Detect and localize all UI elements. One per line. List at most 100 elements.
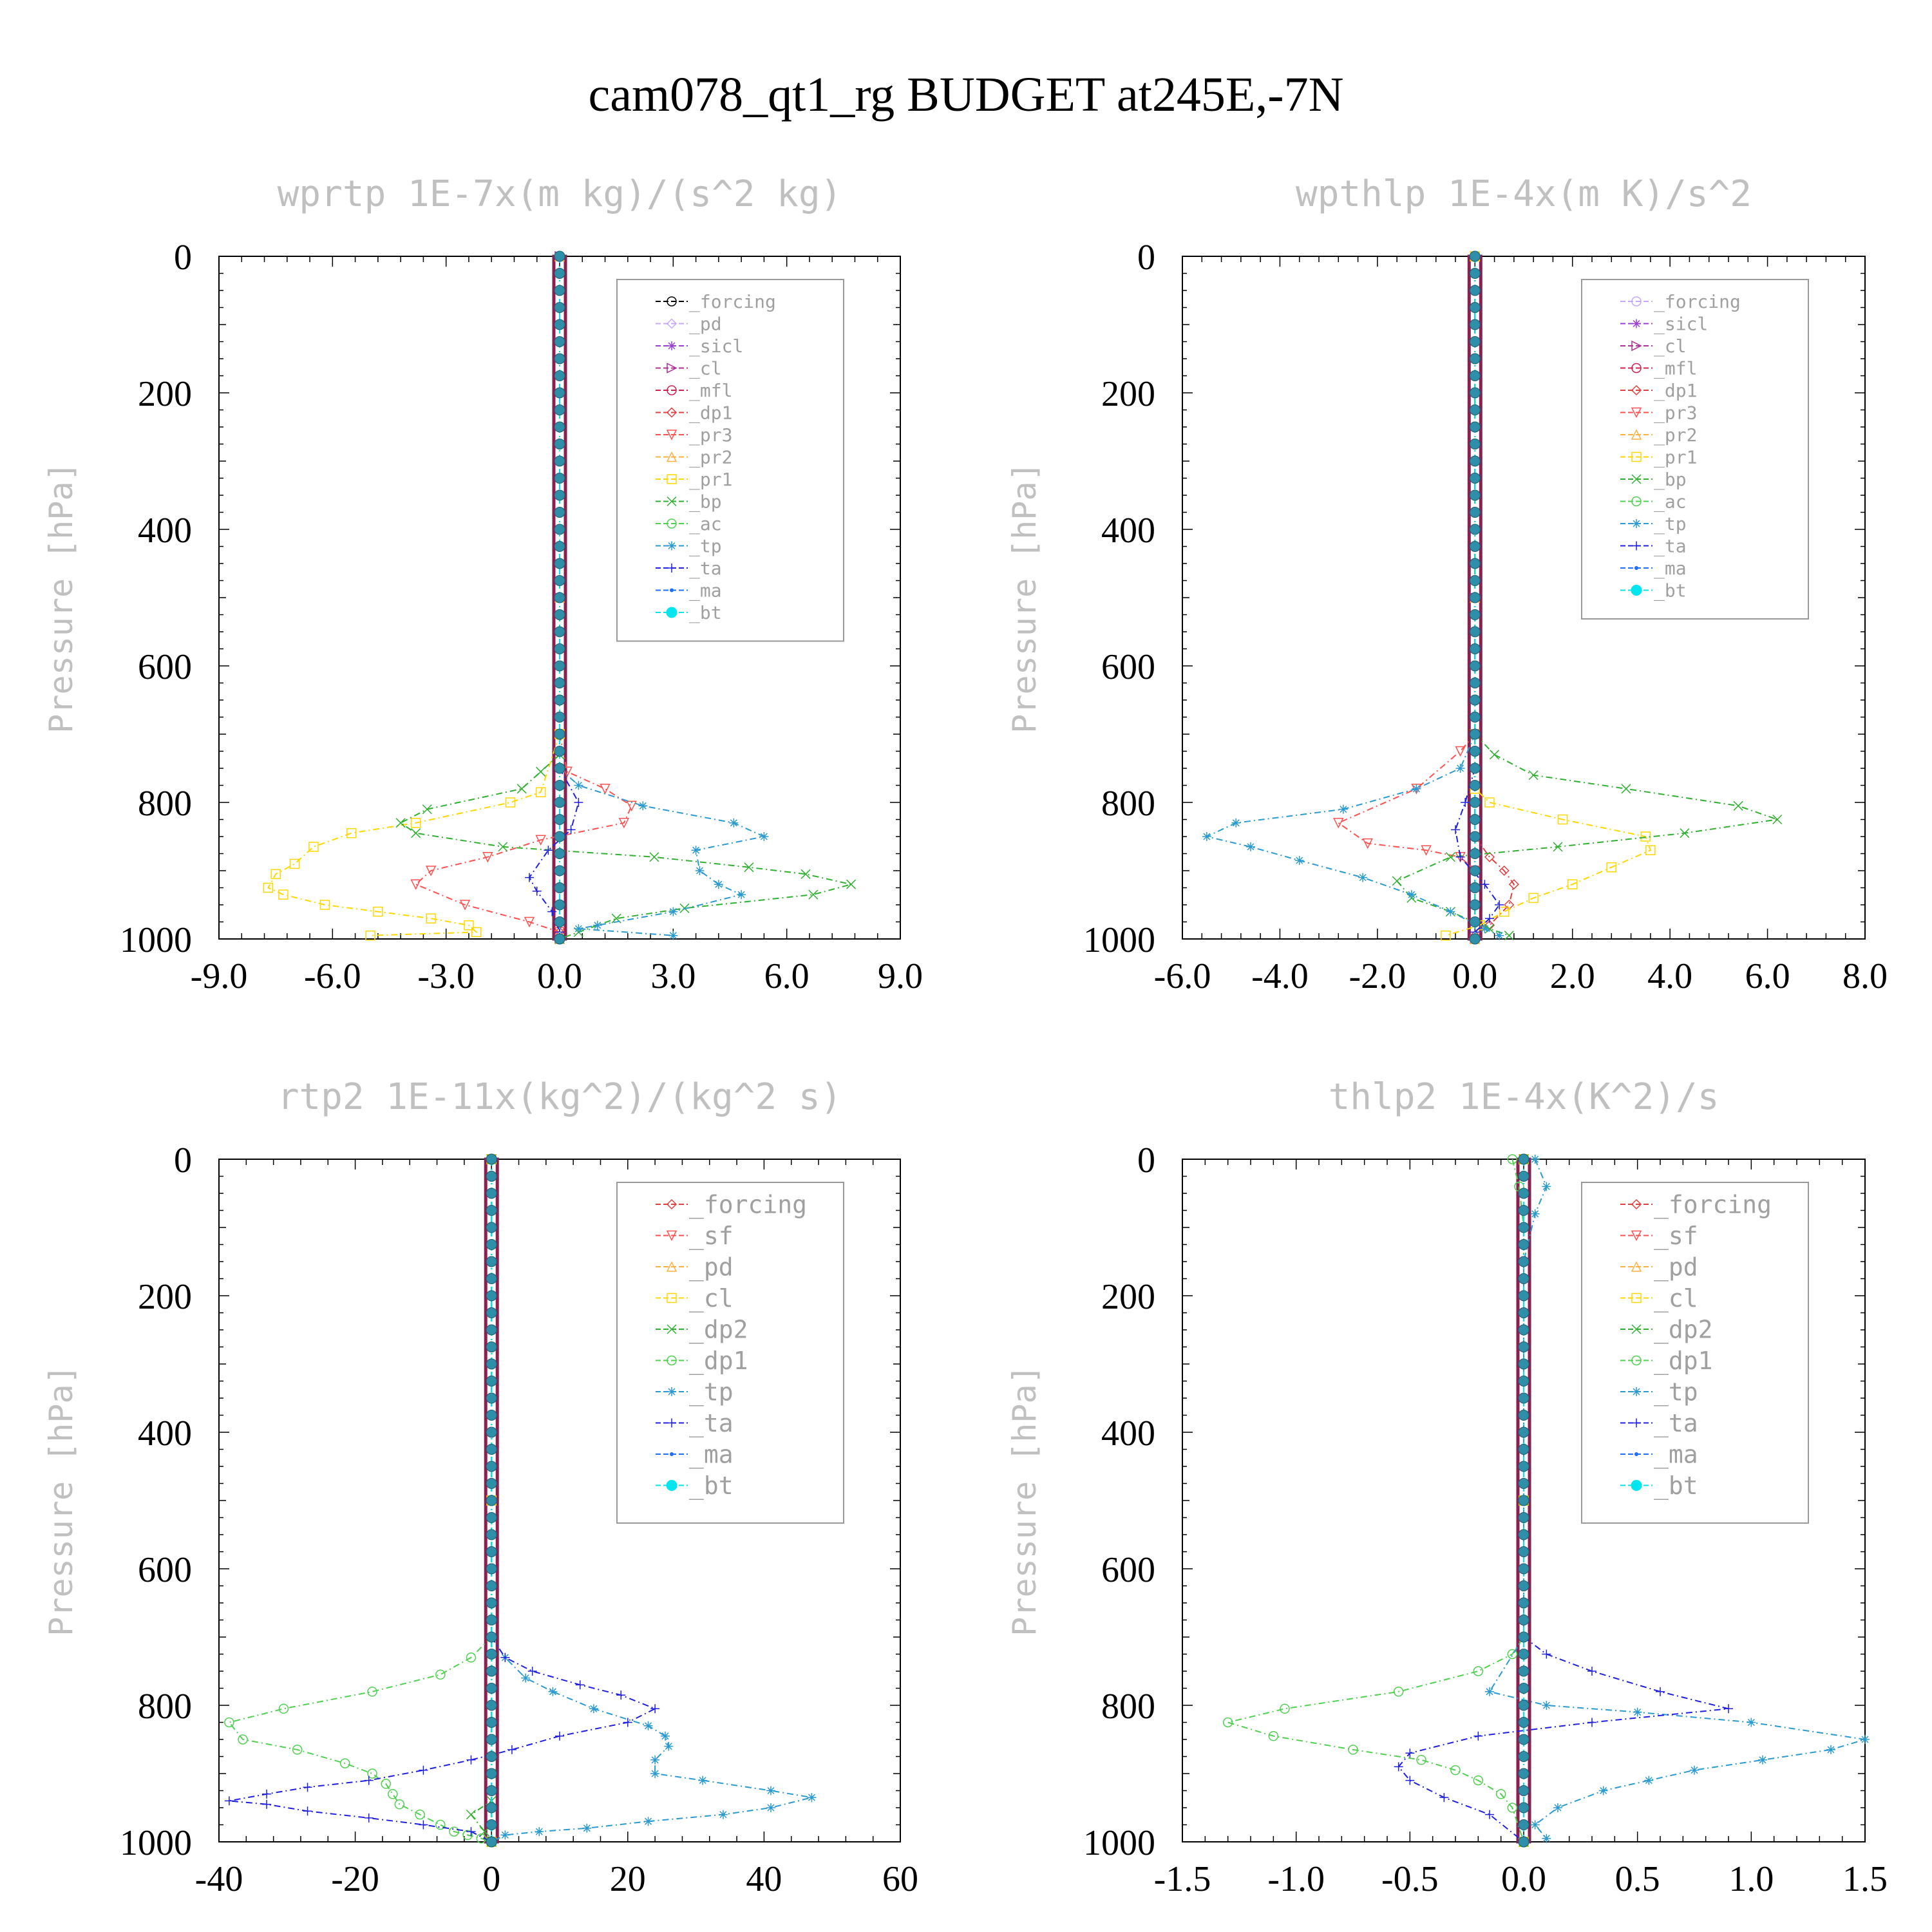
- legend-label: _dp1: [1654, 380, 1697, 402]
- zero-line-point: [1518, 1239, 1530, 1250]
- data-point: [1495, 931, 1504, 940]
- x-tick-label: 1.5: [1842, 1859, 1888, 1899]
- series-line: [559, 768, 766, 936]
- zero-line-point: [1518, 1358, 1530, 1370]
- y-tick-label: 800: [138, 1687, 192, 1727]
- data-point: [1455, 746, 1466, 757]
- zero-line-point: [486, 1324, 497, 1336]
- zero-line-point: [1469, 319, 1481, 330]
- zero-line-point: [1518, 1461, 1530, 1472]
- series-line: [1397, 1636, 1729, 1842]
- legend-marker: [1631, 1480, 1642, 1491]
- data-point: [1499, 865, 1510, 876]
- zero-line-point: [1469, 387, 1481, 399]
- data-point: [425, 866, 437, 876]
- legend-marker: [1634, 1452, 1638, 1456]
- legend-marker: [1632, 1387, 1641, 1396]
- chart-panel: rtp2 1E-11x(kg^2)/(kg^2 s) Pressure [hPa]…: [43, 1076, 918, 1899]
- data-point: [1280, 1703, 1290, 1714]
- zero-line-point: [1518, 1222, 1530, 1233]
- legend-marker: [1632, 519, 1641, 528]
- legend-marker: [1631, 1293, 1642, 1303]
- zero-line-point: [486, 1153, 497, 1165]
- data-point: [505, 797, 516, 808]
- zero-line-point: [554, 848, 565, 859]
- series-line: [267, 734, 560, 936]
- zero-line-point: [486, 1341, 497, 1352]
- zero-line-point: [554, 387, 565, 399]
- y-tick-label: 200: [1101, 374, 1155, 414]
- zero-line-point: [1469, 541, 1481, 552]
- data-point: [1490, 750, 1500, 760]
- legend-label: _ma: [1654, 558, 1687, 580]
- zero-line-point: [1469, 882, 1481, 893]
- data-point: [650, 1755, 660, 1765]
- zero-line-point: [1469, 455, 1481, 467]
- figure-title: cam078_qt1_rg BUDGET at245E,-7N: [589, 68, 1344, 122]
- zero-line-point: [554, 404, 565, 415]
- data-point: [807, 1793, 817, 1803]
- zero-line-point: [554, 916, 565, 927]
- data-point: [643, 1817, 653, 1826]
- data-point: [744, 862, 754, 873]
- legend-marker: [667, 385, 677, 395]
- data-point: [238, 1734, 248, 1745]
- data-point: [388, 1789, 398, 1799]
- legend-box: [1581, 279, 1809, 620]
- zero-line-point: [554, 421, 565, 433]
- zero-line-point: [486, 1665, 497, 1677]
- data-point: [419, 1765, 428, 1775]
- data-point: [270, 869, 281, 880]
- zero-line-point: [554, 780, 565, 791]
- legend-label: _forcing: [689, 1190, 807, 1219]
- data-point: [278, 1703, 289, 1714]
- zero-line-point: [1469, 404, 1481, 415]
- legend-marker: [667, 1387, 676, 1396]
- zero-line-point: [1518, 1631, 1530, 1643]
- zero-line-point: [1469, 780, 1481, 791]
- legend-marker: [666, 430, 677, 440]
- data-point: [1455, 852, 1465, 862]
- zero-line-point: [1469, 592, 1481, 603]
- data-point: [466, 1827, 476, 1837]
- zero-line-point: [1518, 1665, 1530, 1677]
- legend-label: _pr1: [1654, 446, 1697, 468]
- data-point: [1758, 1755, 1767, 1765]
- zero-line-point: [1518, 1615, 1530, 1625]
- series-bp: [1392, 729, 1783, 941]
- legend-label: _ta: [689, 558, 722, 580]
- zero-line-point: [1469, 660, 1481, 672]
- zero-line-point: [1518, 1290, 1530, 1302]
- data-point: [1473, 1731, 1483, 1741]
- y-axis-label: Pressure [hPa]: [1006, 462, 1043, 733]
- zero-line-point: [486, 1307, 497, 1318]
- x-tick-label: -3.0: [417, 956, 475, 996]
- x-tick-label: 0.0: [1452, 956, 1497, 996]
- series-line: [491, 1636, 812, 1842]
- zero-line-point: [1518, 1546, 1530, 1557]
- x-tick-label: -1.0: [1267, 1859, 1325, 1899]
- zero-line-point: [554, 694, 565, 706]
- legend-label: _ma: [689, 1440, 734, 1469]
- data-point: [1445, 852, 1455, 862]
- zero-line-point: [554, 541, 565, 552]
- legend-marker: [1631, 407, 1642, 419]
- zero-line-point: [1518, 1734, 1530, 1745]
- data-point: [449, 1826, 459, 1837]
- data-point: [507, 1745, 516, 1754]
- legend-marker: [667, 496, 677, 507]
- data-point: [1294, 856, 1304, 866]
- data-point: [462, 1830, 473, 1841]
- legend-marker: [1631, 384, 1642, 396]
- legend-marker: [666, 1261, 677, 1272]
- zero-line-point: [486, 1580, 497, 1591]
- zero-line-point: [486, 1563, 497, 1575]
- data-point: [435, 1819, 446, 1830]
- zero-line-point: [486, 1171, 497, 1182]
- data-point: [1446, 907, 1455, 916]
- zero-line-point: [1469, 336, 1481, 347]
- legend-marker: [667, 1355, 677, 1366]
- y-tick-label: 1000: [1083, 1823, 1155, 1863]
- y-axis-label: Pressure [hPa]: [43, 462, 80, 733]
